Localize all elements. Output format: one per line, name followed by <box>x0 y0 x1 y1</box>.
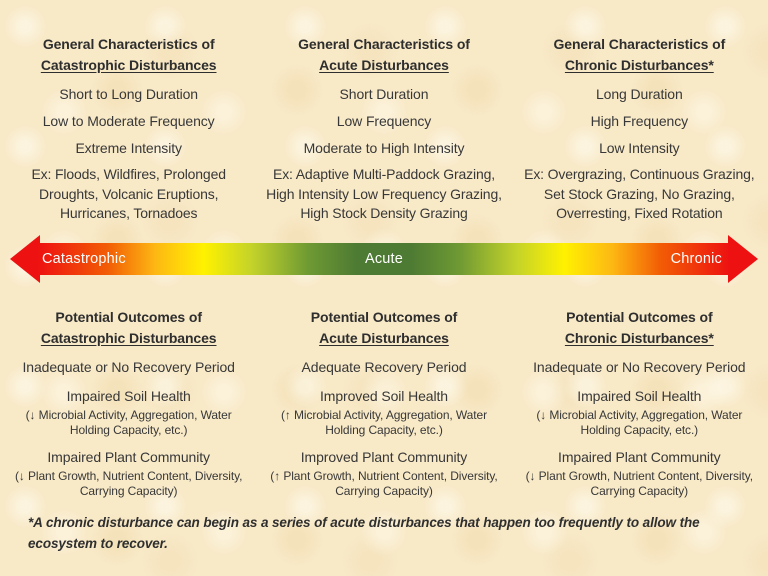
outcomes-column-acute: Potential Outcomes of Acute Disturbances… <box>257 307 510 499</box>
frequency-text: Low to Moderate Frequency <box>42 113 215 129</box>
arrow-gradient-shaft <box>38 243 730 275</box>
title-line2: Catastrophic Disturbances <box>40 330 217 346</box>
characteristics-column-chronic: General Characteristics of Chronic Distu… <box>513 34 766 224</box>
examples-text: Ex: Adaptive Multi-Paddock Grazing, High… <box>266 166 502 221</box>
plant-community-group: Impaired Plant Community (↓ Plant Growth… <box>4 447 253 499</box>
outcomes-column-catastrophic: Potential Outcomes of Catastrophic Distu… <box>2 307 255 499</box>
intensity-text: Moderate to High Intensity <box>303 140 465 156</box>
characteristics-column-catastrophic: General Characteristics of Catastrophic … <box>2 34 255 224</box>
plant-community-detail: (↑ Plant Growth, Nutrient Content, Diver… <box>270 469 498 498</box>
soil-health-detail: (↑ Microbial Activity, Aggregation, Wate… <box>280 408 487 437</box>
plant-community-title: Impaired Plant Community <box>558 449 721 465</box>
frequency-text: High Frequency <box>590 113 689 129</box>
soil-health-title: Impaired Soil Health <box>577 388 702 404</box>
arrow-label-acute: Acute <box>364 251 404 267</box>
recovery-text: Inadequate or No Recovery Period <box>22 359 235 375</box>
title-line1: General Characteristics of <box>553 36 726 52</box>
severity-gradient-arrow: Catastrophic Acute Chronic <box>10 235 758 283</box>
arrow-label-chronic: Chronic <box>670 251 722 267</box>
title-line1: Potential Outcomes of <box>55 309 202 325</box>
intensity-text: Low Intensity <box>599 140 680 156</box>
title-line1: General Characteristics of <box>42 36 215 52</box>
characteristics-column-acute: General Characteristics of Acute Disturb… <box>257 34 510 224</box>
plant-community-detail: (↓ Plant Growth, Nutrient Content, Diver… <box>14 469 243 498</box>
plant-community-title: Impaired Plant Community <box>47 449 210 465</box>
examples-text: Ex: Overgrazing, Continuous Grazing, Set… <box>524 166 755 221</box>
arrow-label-catastrophic: Catastrophic <box>42 251 126 267</box>
plant-community-title: Improved Plant Community <box>300 449 468 465</box>
title-line1: Potential Outcomes of <box>310 309 458 325</box>
title-line1: General Characteristics of <box>298 36 470 52</box>
title-line1: Potential Outcomes of <box>566 309 713 325</box>
duration-text: Short Duration <box>339 86 429 102</box>
soil-health-title: Improved Soil Health <box>320 388 448 404</box>
column-title: Potential Outcomes of Catastrophic Distu… <box>4 307 253 349</box>
plant-community-detail: (↓ Plant Growth, Nutrient Content, Diver… <box>525 469 753 498</box>
intensity-text: Extreme Intensity <box>75 140 182 156</box>
recovery-text: Adequate Recovery Period <box>301 359 467 375</box>
examples-text: Ex: Floods, Wildfires, Prolonged Drought… <box>31 166 226 221</box>
soil-health-group: Impaired Soil Health (↓ Microbial Activi… <box>515 386 764 438</box>
plant-community-group: Impaired Plant Community (↓ Plant Growth… <box>515 447 764 499</box>
recovery-text: Inadequate or No Recovery Period <box>533 359 746 375</box>
duration-text: Short to Long Duration <box>59 86 198 102</box>
general-characteristics-section: General Characteristics of Catastrophic … <box>2 34 766 224</box>
soil-health-detail: (↓ Microbial Activity, Aggregation, Wate… <box>25 408 232 437</box>
outcomes-column-chronic: Potential Outcomes of Chronic Disturbanc… <box>513 307 766 499</box>
soil-health-detail: (↓ Microbial Activity, Aggregation, Wate… <box>536 408 743 437</box>
column-title: Potential Outcomes of Chronic Disturbanc… <box>515 307 764 349</box>
soil-health-title: Impaired Soil Health <box>66 388 191 404</box>
column-title: General Characteristics of Catastrophic … <box>4 34 253 76</box>
soil-health-group: Improved Soil Health (↑ Microbial Activi… <box>259 386 508 438</box>
column-title: General Characteristics of Chronic Distu… <box>515 34 764 76</box>
title-line2: Catastrophic Disturbances <box>40 57 217 73</box>
column-title: General Characteristics of Acute Disturb… <box>259 34 508 76</box>
frequency-text: Low Frequency <box>336 113 432 129</box>
soil-health-group: Impaired Soil Health (↓ Microbial Activi… <box>4 386 253 438</box>
potential-outcomes-section: Potential Outcomes of Catastrophic Distu… <box>2 307 766 499</box>
arrow-head-left-icon <box>10 235 40 283</box>
plant-community-group: Improved Plant Community (↑ Plant Growth… <box>259 447 508 499</box>
title-line2: Acute Disturbances <box>319 57 449 73</box>
duration-text: Long Duration <box>595 86 683 102</box>
title-line2: Chronic Disturbances* <box>564 57 714 73</box>
title-line2: Chronic Disturbances* <box>564 330 714 346</box>
column-title: Potential Outcomes of Acute Disturbances <box>259 307 508 349</box>
arrow-head-right-icon <box>728 235 758 283</box>
chronic-disturbance-footnote: *A chronic disturbance can begin as a se… <box>28 515 700 551</box>
title-line2: Acute Disturbances <box>319 330 449 346</box>
